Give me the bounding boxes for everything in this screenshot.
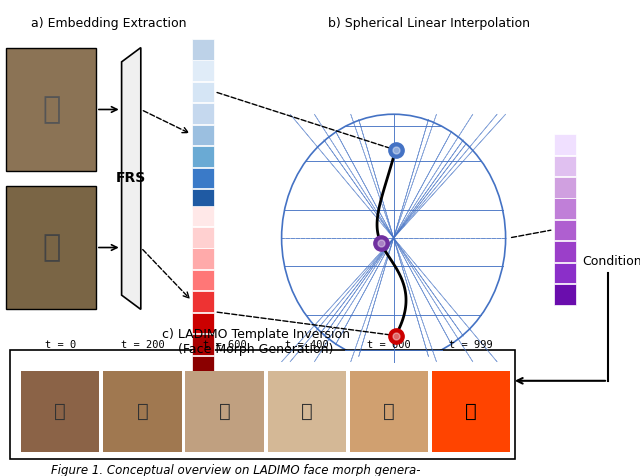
FancyBboxPatch shape <box>554 241 576 262</box>
Text: t = 400: t = 400 <box>285 340 328 350</box>
Polygon shape <box>122 48 141 309</box>
Text: Figure 1. Conceptual overview on LADIMO face morph genera-: Figure 1. Conceptual overview on LADIMO … <box>51 464 420 476</box>
Text: b) Spherical Linear Interpolation: b) Spherical Linear Interpolation <box>328 17 530 30</box>
FancyBboxPatch shape <box>21 371 99 452</box>
Text: Condition: Condition <box>582 255 640 268</box>
FancyBboxPatch shape <box>554 198 576 219</box>
FancyBboxPatch shape <box>192 168 214 188</box>
FancyBboxPatch shape <box>192 206 214 226</box>
Text: 👤: 👤 <box>301 402 312 421</box>
Text: 👤: 👤 <box>54 402 66 421</box>
FancyBboxPatch shape <box>192 39 214 60</box>
FancyBboxPatch shape <box>554 177 576 198</box>
FancyBboxPatch shape <box>349 371 428 452</box>
FancyBboxPatch shape <box>186 371 264 452</box>
FancyBboxPatch shape <box>6 48 96 171</box>
FancyBboxPatch shape <box>10 350 515 459</box>
FancyBboxPatch shape <box>192 227 214 248</box>
Text: c) LADIMO Template Inversion
(Face Morph Generation): c) LADIMO Template Inversion (Face Morph… <box>162 328 350 357</box>
FancyBboxPatch shape <box>192 356 214 376</box>
FancyBboxPatch shape <box>192 189 214 209</box>
Text: 👤: 👤 <box>219 402 230 421</box>
Text: t = 200: t = 200 <box>120 340 164 350</box>
FancyBboxPatch shape <box>192 270 214 290</box>
FancyBboxPatch shape <box>192 82 214 102</box>
FancyBboxPatch shape <box>192 103 214 124</box>
Text: 👤: 👤 <box>136 402 148 421</box>
FancyBboxPatch shape <box>192 291 214 312</box>
Text: t = 0: t = 0 <box>45 340 76 350</box>
Text: 👤: 👤 <box>42 95 60 124</box>
FancyBboxPatch shape <box>554 284 576 305</box>
Text: t = 600: t = 600 <box>203 340 246 350</box>
FancyBboxPatch shape <box>268 371 346 452</box>
Text: t = 999: t = 999 <box>449 340 493 350</box>
FancyBboxPatch shape <box>192 334 214 355</box>
FancyBboxPatch shape <box>554 220 576 240</box>
FancyBboxPatch shape <box>6 186 96 309</box>
FancyBboxPatch shape <box>432 371 510 452</box>
FancyBboxPatch shape <box>554 263 576 283</box>
FancyBboxPatch shape <box>192 248 214 269</box>
FancyBboxPatch shape <box>192 125 214 145</box>
FancyBboxPatch shape <box>192 146 214 167</box>
Text: 🌈: 🌈 <box>465 402 477 421</box>
Text: 👤: 👤 <box>383 402 395 421</box>
FancyBboxPatch shape <box>192 313 214 333</box>
FancyBboxPatch shape <box>103 371 182 452</box>
Text: t = 600: t = 600 <box>367 340 411 350</box>
FancyBboxPatch shape <box>554 156 576 176</box>
Text: FRS: FRS <box>116 171 147 186</box>
Text: a) Embedding Extraction: a) Embedding Extraction <box>31 17 186 30</box>
Ellipse shape <box>282 114 506 362</box>
FancyBboxPatch shape <box>554 134 576 155</box>
Text: 👤: 👤 <box>42 233 60 262</box>
FancyBboxPatch shape <box>192 60 214 81</box>
